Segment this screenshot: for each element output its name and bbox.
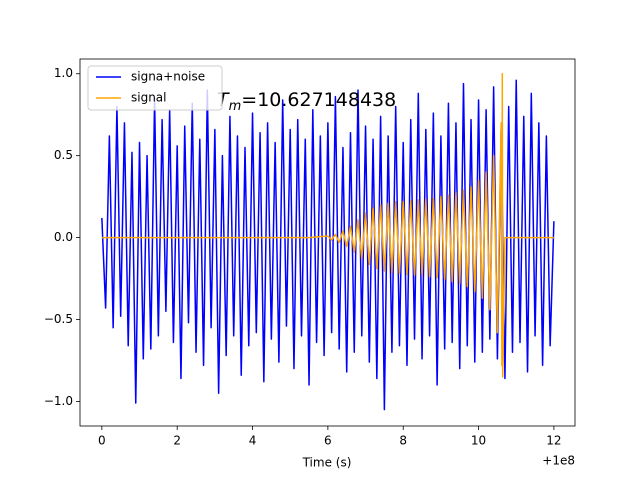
x-axis-label: Time (s): [302, 456, 352, 470]
x-tick-label: 12: [546, 434, 561, 448]
series-line: [101, 79, 555, 411]
y-tick-label: 1.0: [54, 66, 73, 80]
y-tick-label: 0.0: [54, 230, 73, 244]
x-tick-label: 4: [249, 434, 257, 448]
annotation-subscript: m: [229, 99, 242, 114]
plot-area: [101, 73, 555, 411]
series-line: [101, 73, 554, 378]
x-tick-label: 6: [324, 434, 332, 448]
legend-box: [87, 65, 223, 111]
x-tick-label: 0: [98, 434, 106, 448]
x-tick-label: 10: [471, 434, 486, 448]
legend-label: signal: [131, 91, 167, 105]
annotation-text: =10.627148438: [241, 89, 396, 111]
legend-label: signa+noise: [131, 70, 205, 84]
x-tick-label: 2: [173, 434, 181, 448]
y-tick-label: 0.5: [54, 148, 73, 162]
y-tick-label: −1.0: [44, 394, 73, 408]
legend: signa+noise signal: [87, 65, 223, 111]
x-offset-label: +1e8: [542, 454, 575, 468]
y-tick-label: −0.5: [44, 312, 73, 326]
x-tick-label: 8: [399, 434, 407, 448]
annotation: Tm=10.627148438: [217, 89, 396, 114]
